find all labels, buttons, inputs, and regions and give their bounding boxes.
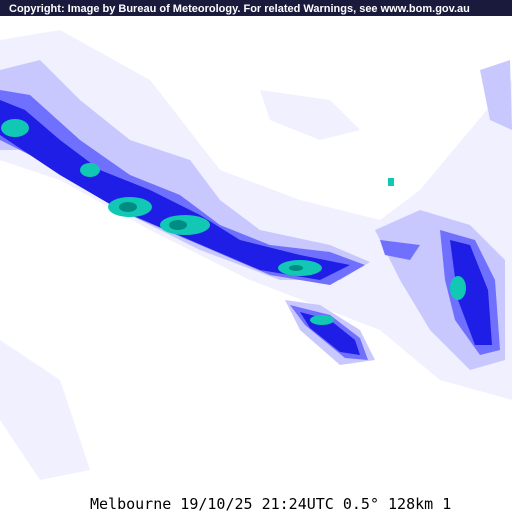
caption: Melbourne 19/10/25 21:24UTC 0.5° 128km 1 [90,495,451,512]
rain-teal [119,202,303,271]
copyright-bar [0,0,512,16]
copyright: Copyright: Image by Bureau of Meteorolog… [9,3,470,15]
rain-light [0,30,512,480]
